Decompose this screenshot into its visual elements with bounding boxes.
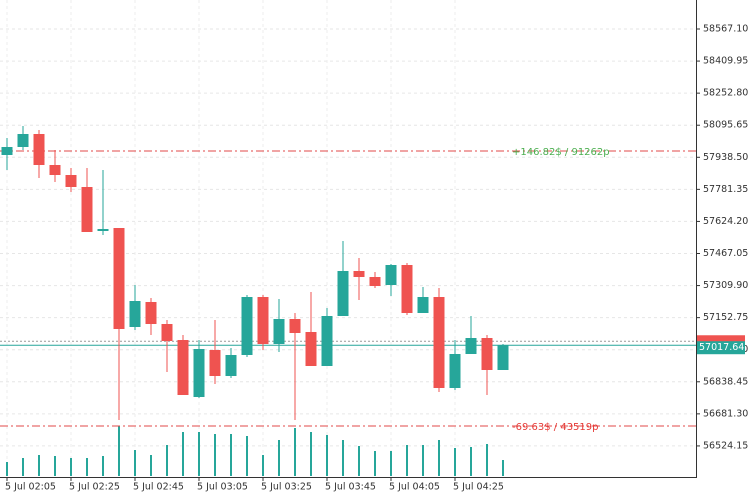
level-label: +146.82$ / 91262p	[512, 147, 610, 158]
bid-price-box	[697, 341, 745, 355]
candle-body	[481, 338, 493, 370]
x-tick-label: 5 Jul 03:25	[261, 482, 312, 493]
x-tick-label: 5 Jul 04:05	[389, 482, 440, 493]
volume-bar	[294, 428, 296, 476]
volume-bar	[342, 440, 344, 476]
bid-price-label: 57017.64	[699, 342, 744, 353]
candle-body	[401, 265, 413, 313]
y-tick-label: 57781.35	[703, 184, 748, 195]
volume-bar	[262, 455, 264, 476]
volume-bar	[70, 458, 72, 476]
volume-bar	[374, 451, 376, 476]
y-tick-label: 57467.05	[703, 248, 748, 259]
volume-bar	[454, 448, 456, 476]
y-tick-label: 58567.10	[703, 24, 748, 35]
candle-body	[193, 349, 205, 397]
candle-body	[209, 350, 221, 376]
volume-bar	[6, 462, 8, 476]
volume-bar	[438, 440, 440, 476]
volume-bar	[38, 455, 40, 476]
volume-bar	[326, 435, 328, 476]
volume-bar	[198, 432, 200, 476]
candle-body	[321, 316, 333, 366]
candle-body	[161, 324, 173, 341]
x-tick-label: 5 Jul 02:05	[5, 482, 56, 493]
volume-bar	[246, 436, 248, 476]
volume-bar	[278, 440, 280, 476]
candle-body	[305, 332, 317, 366]
y-tick-label: 58409.95	[703, 56, 748, 67]
candle-body	[1, 147, 13, 155]
candle-body	[17, 134, 29, 147]
volume-bar	[102, 456, 104, 476]
x-tick-label: 5 Jul 04:25	[453, 482, 504, 493]
volume-bar	[150, 455, 152, 476]
candle-body	[465, 338, 477, 354]
y-tick-label: 57152.75	[703, 312, 748, 323]
volume-bar	[134, 450, 136, 476]
y-tick-label: 56681.30	[703, 408, 748, 419]
volume-bar	[54, 456, 56, 476]
volume-bar	[182, 432, 184, 476]
volume-bar	[422, 445, 424, 476]
candle-body	[385, 265, 397, 285]
y-tick-label: 58252.80	[703, 88, 748, 99]
candle-body	[97, 229, 109, 231]
candle-body	[225, 355, 237, 376]
y-tick-label: 56838.45	[703, 376, 748, 387]
candle-body	[81, 187, 93, 232]
level-label: -69.63$ / 43519p	[512, 422, 598, 433]
y-tick-label: 57309.90	[703, 280, 748, 291]
volume-bar	[502, 460, 504, 476]
candle-body	[129, 301, 141, 327]
candle-body	[49, 165, 61, 175]
volume-bar	[470, 447, 472, 476]
candle-body	[257, 297, 269, 344]
candle-body	[273, 319, 285, 344]
volume-bar	[310, 432, 312, 476]
candle-body	[241, 297, 253, 355]
volume-bar	[214, 434, 216, 476]
y-tick-label: 56524.15	[703, 440, 748, 451]
y-tick-label: 58095.65	[703, 120, 748, 131]
x-tick-label: 5 Jul 03:45	[325, 482, 376, 493]
candle-body	[113, 228, 125, 329]
volume-bar	[86, 458, 88, 476]
volume-bar	[118, 426, 120, 476]
candle-body	[353, 271, 365, 277]
volume-bar	[166, 445, 168, 476]
y-tick-label: 57938.50	[703, 152, 748, 163]
candle-body	[449, 354, 461, 388]
candle-body	[289, 319, 301, 333]
candle-body	[337, 271, 349, 316]
x-tick-label: 5 Jul 02:25	[69, 482, 120, 493]
volume-bar	[22, 458, 24, 476]
volume-bar	[390, 451, 392, 476]
candle-body	[145, 302, 157, 324]
candle-body	[177, 340, 189, 395]
candle-body	[497, 345, 509, 370]
candle-body	[433, 297, 445, 388]
x-tick-label: 5 Jul 02:45	[133, 482, 184, 493]
volume-bar	[358, 446, 360, 476]
volume-bar	[486, 444, 488, 476]
y-tick-label: 57624.20	[703, 216, 748, 227]
candle-body	[417, 297, 429, 313]
candle-body	[65, 175, 77, 187]
volume-bar	[406, 445, 408, 476]
candle-body	[369, 277, 381, 286]
volume-bar	[230, 434, 232, 476]
x-tick-label: 5 Jul 03:05	[197, 482, 248, 493]
candle-body	[33, 134, 45, 165]
